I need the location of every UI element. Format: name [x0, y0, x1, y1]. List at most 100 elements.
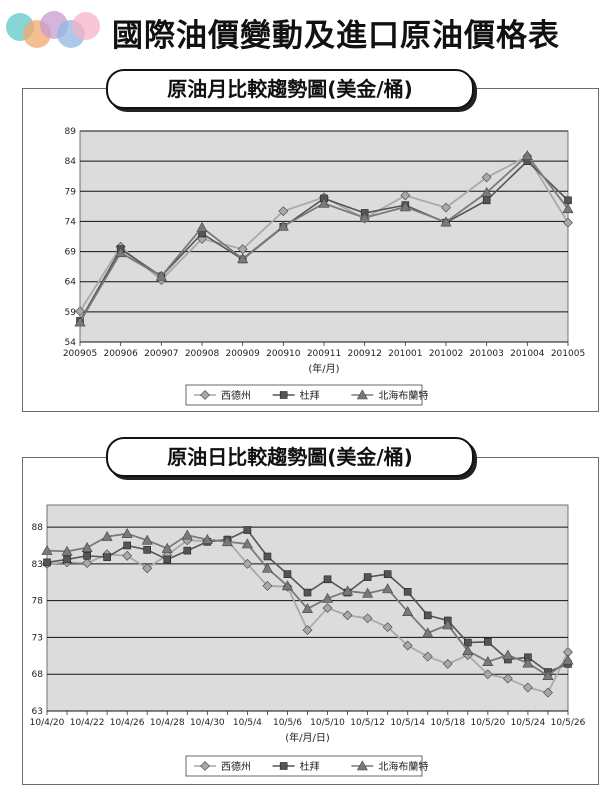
monthly-x-tick-label: 200909: [225, 349, 260, 359]
daily-data-point: [382, 583, 394, 594]
daily-x-tick-label: 10/5/24: [511, 718, 546, 728]
daily-data-point: [522, 682, 533, 693]
daily-data-point: [82, 558, 93, 569]
daily-legend-label: 北海布蘭特: [378, 760, 428, 773]
monthly-plot-area: [79, 130, 569, 343]
monthly-legend-label: 西德州: [221, 389, 251, 402]
monthly-x-tick-label: 201001: [388, 349, 422, 359]
daily-data-point: [322, 592, 334, 603]
daily-data-point: [383, 570, 392, 578]
monthly-x-tick-label: 200911: [307, 349, 341, 359]
daily-data-point: [562, 654, 574, 665]
monthly-x-tick-label: 201003: [469, 349, 503, 359]
monthly-data-point: [482, 196, 491, 205]
daily-x-tick-label: 10/5/4: [233, 718, 262, 728]
daily-data-point: [281, 580, 293, 591]
header-banner: 國際油價變動及進口原油價格表: [0, 0, 607, 60]
daily-data-point: [422, 651, 433, 662]
daily-legend-marker: [200, 761, 210, 771]
monthly-legend-marker: [200, 390, 210, 400]
monthly-data-point: [441, 202, 451, 213]
daily-data-point: [482, 669, 493, 680]
daily-data-point: [263, 552, 272, 561]
daily-data-point: [422, 627, 434, 638]
monthly-data-point: [562, 203, 574, 214]
daily-data-point: [261, 562, 273, 573]
daily-data-point: [303, 588, 312, 597]
daily-legend-marker: [356, 760, 368, 771]
daily-y-tick-label: 78: [32, 597, 44, 607]
daily-data-point: [502, 673, 513, 684]
daily-data-point: [283, 570, 292, 578]
monthly-data-point: [481, 186, 493, 197]
daily-data-point: [484, 638, 492, 646]
daily-legend: [185, 755, 423, 777]
daily-data-point: [423, 611, 432, 620]
daily-data-point: [142, 563, 153, 574]
daily-x-tick-label: 10/4/30: [190, 718, 225, 728]
daily-legend-label: 西德州: [221, 760, 251, 773]
daily-data-point: [262, 581, 273, 591]
daily-data-point: [221, 536, 233, 547]
daily-x-tick-label: 10/5/18: [430, 718, 465, 728]
daily-data-point: [63, 555, 71, 564]
monthly-y-tick-label: 54: [65, 338, 77, 348]
monthly-data-point: [564, 196, 572, 205]
daily-data-point: [342, 585, 354, 596]
daily-chart: 63 68 73 78 83 88 10/4/20 10/4/22 10/4/26 10/4/28…: [30, 504, 586, 777]
daily-chart-title: 原油日比較趨勢圖(美金/桶): [106, 437, 474, 477]
daily-x-tick-label: 10/4/22: [70, 718, 105, 728]
monthly-x-axis-label: (年/月): [308, 362, 339, 375]
daily-data-point: [542, 670, 554, 680]
daily-data-point: [442, 658, 453, 669]
monthly-x-tick-label: 200908: [185, 349, 220, 359]
daily-data-point: [143, 546, 151, 554]
logo-circle: [72, 12, 100, 40]
daily-data-point: [183, 546, 192, 555]
monthly-data-point: [521, 150, 533, 161]
daily-data-point: [141, 534, 153, 545]
daily-legend-label: 杜拜: [300, 760, 320, 773]
daily-data-point: [122, 550, 133, 561]
daily-data-point: [322, 603, 333, 613]
daily-x-tick-label: 10/4/28: [150, 718, 185, 728]
daily-data-point: [462, 645, 474, 655]
daily-data-point: [242, 558, 253, 569]
daily-x-tick-label: 10/4/20: [30, 718, 65, 728]
monthly-x-tick-label: 200906: [103, 349, 138, 359]
daily-x-tick-label: 10/5/20: [470, 718, 505, 728]
daily-data-point: [123, 541, 131, 550]
monthly-chart: 54 59 64 69 74 79 84 89 200905 200906 200907 200908…: [63, 127, 585, 406]
daily-data-point: [363, 573, 372, 581]
daily-data-point: [402, 606, 414, 616]
daily-data-point: [482, 656, 494, 667]
daily-y-tick-label: 73: [32, 633, 43, 643]
daily-data-point: [442, 619, 454, 630]
daily-data-point: [103, 553, 111, 562]
daily-data-point: [201, 533, 213, 544]
monthly-y-tick-label: 59: [65, 308, 77, 318]
monthly-data-point: [400, 190, 411, 201]
daily-data-point: [362, 587, 374, 598]
daily-data-point: [362, 613, 373, 624]
monthly-x-tick-label: 201005: [551, 349, 585, 359]
monthly-data-point: [115, 247, 127, 258]
daily-data-point: [61, 545, 73, 556]
daily-data-point: [243, 526, 252, 534]
monthly-y-tick-label: 74: [65, 217, 77, 227]
daily-data-point: [41, 544, 53, 555]
daily-y-tick-label: 88: [32, 523, 44, 533]
daily-x-axis-label: (年/月/日): [285, 731, 330, 744]
daily-data-point: [43, 558, 51, 567]
daily-x-tick-label: 10/5/14: [390, 718, 425, 728]
monthly-x-tick-label: 200912: [347, 349, 381, 359]
monthly-y-tick-label: 64: [65, 278, 77, 288]
daily-x-tick-label: 10/4/26: [110, 718, 145, 728]
daily-x-tick-label: 10/5/10: [310, 718, 345, 728]
daily-data-point: [342, 610, 353, 621]
daily-data-point: [181, 529, 193, 540]
daily-data-point: [502, 649, 514, 660]
monthly-x-tick-label: 200910: [266, 349, 301, 359]
daily-y-tick-label: 68: [32, 670, 44, 680]
